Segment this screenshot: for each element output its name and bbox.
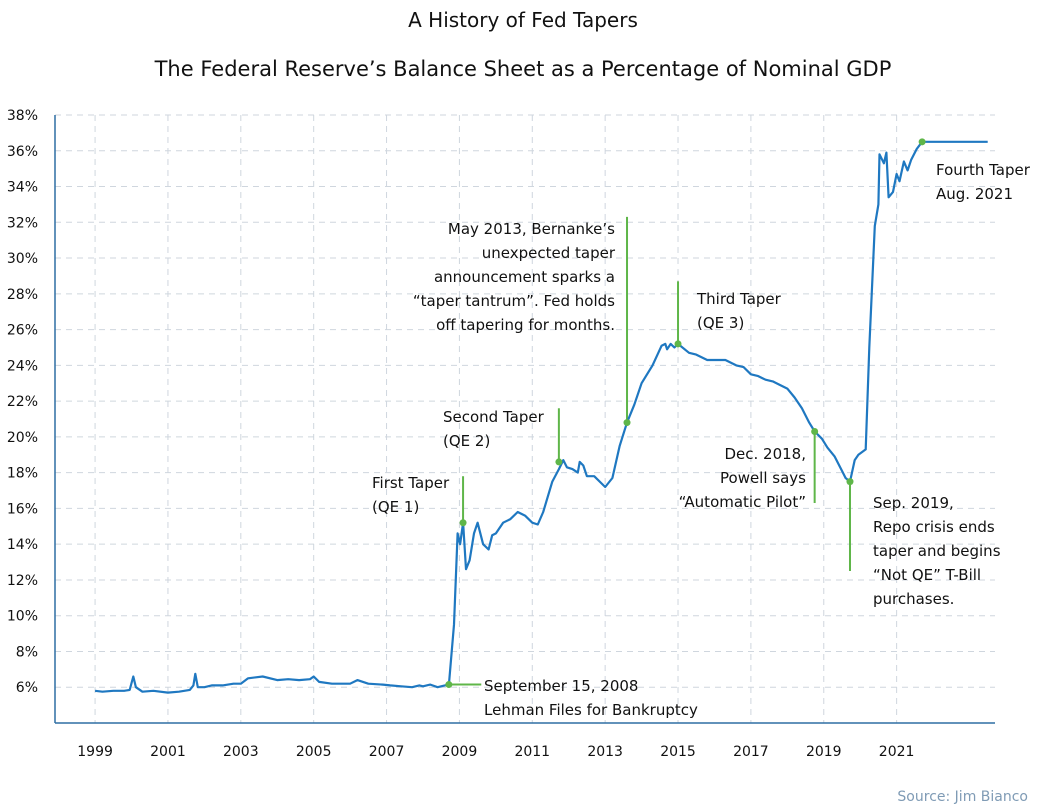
annotation-label: Fourth Taper (936, 161, 1031, 179)
y-tick-label: 34% (7, 180, 38, 196)
y-tick-label: 6% (16, 680, 38, 696)
x-tick-label: 2009 (442, 744, 478, 760)
y-tick-label: 18% (7, 466, 38, 482)
chart-subtitle: The Federal Reserve’s Balance Sheet as a… (154, 57, 892, 81)
x-tick-label: 2017 (733, 744, 769, 760)
annotation-labels: September 15, 2008 Lehman Files for Bankr… (372, 161, 1031, 719)
annotation-label: “Not QE” T-Bill (873, 566, 981, 584)
annotation-label: Powell says (720, 469, 806, 487)
y-tick-label: 10% (7, 609, 38, 625)
annotation-label: unexpected taper (482, 244, 616, 262)
annotation-dot (811, 428, 819, 436)
x-tick-label: 2005 (296, 744, 332, 760)
annotation-dot (918, 138, 926, 146)
axes (54, 115, 995, 724)
annotation-label: (QE 1) (372, 498, 419, 516)
annotation-dot (555, 458, 563, 466)
annotation-label: (QE 2) (443, 432, 490, 450)
annotation-markers (448, 216, 851, 686)
annotation-label: Lehman Files for Bankruptcy (484, 701, 698, 719)
grid-lines (55, 114, 995, 723)
annotation-dots (445, 138, 926, 689)
annotation-label: Third Taper (696, 290, 782, 308)
annotation-label: purchases. (873, 590, 954, 608)
y-tick-label: 8% (16, 644, 38, 660)
annotation-label: Aug. 2021 (936, 185, 1013, 203)
annotation-label: May 2013, Bernanke’s (448, 220, 615, 238)
source-credit: Source: Jim Bianco (897, 789, 1028, 805)
y-tick-label: 30% (7, 251, 38, 267)
annotation-dot (674, 340, 682, 348)
y-tick-label: 24% (7, 358, 38, 374)
x-tick-labels: 1999 2001 2003 2005 2007 2009 2011 2013 2015 2017… (77, 744, 914, 760)
annotation-label: (QE 3) (697, 314, 744, 332)
y-tick-label: 12% (7, 573, 38, 589)
annotation-label: September 15, 2008 (484, 677, 638, 695)
annotation-dot (445, 681, 453, 689)
x-tick-label: 2013 (587, 744, 623, 760)
y-tick-label: 14% (7, 537, 38, 553)
annotation-label: Repo crisis ends (873, 518, 995, 536)
chart-title: A History of Fed Tapers (408, 8, 638, 32)
y-tick-label: 22% (7, 394, 38, 410)
x-tick-label: 1999 (77, 744, 113, 760)
y-tick-label: 32% (7, 215, 38, 231)
annotation-label: announcement sparks a (434, 268, 615, 286)
annotation-label: “Automatic Pilot” (679, 493, 806, 511)
x-tick-label: 2019 (806, 744, 842, 760)
annotation-dot (846, 478, 854, 486)
y-tick-label: 36% (7, 144, 38, 160)
x-tick-label: 2007 (369, 744, 405, 760)
y-tick-label: 20% (7, 430, 38, 446)
annotation-dot (623, 419, 631, 427)
x-tick-label: 2015 (660, 744, 696, 760)
y-tick-label: 16% (7, 501, 38, 517)
x-tick-label: 2003 (223, 744, 259, 760)
annotation-label: Second Taper (443, 408, 545, 426)
y-tick-label: 26% (7, 323, 38, 339)
annotation-label: taper and begins (873, 542, 1001, 560)
y-tick-label: 38% (7, 108, 38, 124)
x-tick-label: 2021 (879, 744, 915, 760)
x-tick-label: 2001 (150, 744, 186, 760)
y-tick-labels: 6% 8% 10% 12% 14% 16% 18% 20% 22% 24% 26% 28% 30% 32%… (7, 108, 38, 696)
x-tick-label: 2011 (514, 744, 550, 760)
annotation-label: Sep. 2019, (873, 494, 954, 512)
annotation-dot (459, 519, 467, 527)
annotation-label: Dec. 2018, (724, 445, 806, 463)
y-tick-label: 28% (7, 287, 38, 303)
annotation-label: off tapering for months. (436, 316, 615, 334)
annotation-label: “taper tantrum”. Fed holds (413, 292, 615, 310)
annotation-label: First Taper (372, 474, 450, 492)
